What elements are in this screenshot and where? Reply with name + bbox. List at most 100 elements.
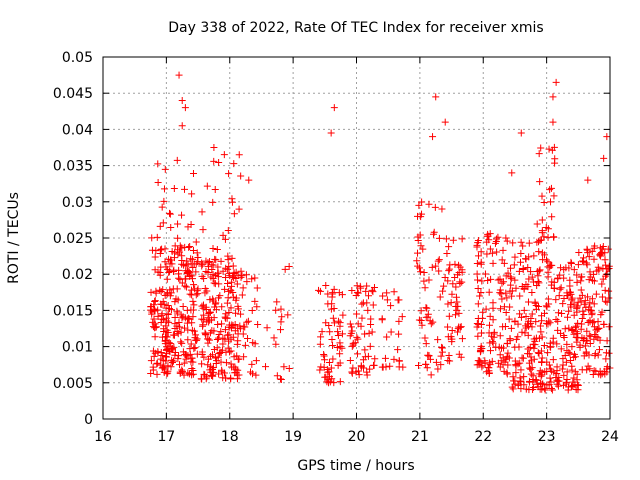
data-point [217, 257, 225, 265]
data-point [147, 306, 155, 314]
data-point [520, 284, 528, 292]
data-point [239, 284, 247, 292]
data-point [368, 328, 376, 336]
data-point [398, 313, 406, 321]
data-point [386, 362, 394, 370]
data-point [496, 332, 504, 340]
data-point [505, 315, 513, 323]
data-point [522, 322, 530, 330]
data-point [600, 321, 608, 329]
data-point [225, 309, 233, 317]
data-point [198, 208, 206, 216]
data-point [434, 257, 442, 265]
data-point [451, 260, 459, 268]
data-point [189, 275, 197, 283]
data-point [596, 346, 604, 354]
data-point [243, 318, 251, 326]
data-point [573, 303, 581, 311]
data-point [422, 340, 430, 348]
data-point [191, 344, 199, 352]
data-point [232, 296, 240, 304]
data-point [545, 381, 553, 389]
data-point [164, 310, 172, 318]
data-point [605, 265, 613, 273]
data-point [524, 298, 532, 306]
data-point [181, 324, 189, 332]
data-point [161, 292, 169, 300]
data-point [585, 306, 593, 314]
data-point [560, 274, 568, 282]
data-point [591, 352, 599, 360]
data-point [557, 345, 565, 353]
data-point [170, 266, 178, 274]
data-point [580, 310, 588, 318]
data-point [189, 313, 197, 321]
data-point [423, 364, 431, 372]
data-point [533, 220, 541, 228]
data-point [474, 276, 482, 284]
data-point [485, 367, 493, 375]
data-point [159, 219, 167, 227]
data-point [238, 291, 246, 299]
data-point [186, 290, 194, 298]
x-tick-label: 16 [94, 429, 112, 445]
data-point [530, 252, 538, 260]
data-point [563, 313, 571, 321]
data-point [570, 330, 578, 338]
data-point [458, 335, 466, 343]
data-point [549, 118, 557, 126]
data-point [550, 285, 558, 293]
data-point [588, 247, 596, 255]
data-points [147, 71, 614, 394]
data-point [532, 305, 540, 313]
data-point [452, 283, 460, 291]
data-point [210, 368, 218, 376]
x-tick-label: 19 [284, 429, 302, 445]
data-point [445, 312, 453, 320]
data-point [248, 360, 256, 368]
data-point [493, 248, 501, 256]
data-point [484, 232, 492, 240]
data-point [327, 364, 335, 372]
data-point [589, 270, 597, 278]
data-point [537, 328, 545, 336]
data-point [474, 252, 482, 260]
data-point [530, 278, 538, 286]
data-point [210, 144, 218, 151]
data-point [436, 293, 444, 301]
data-point [346, 332, 354, 340]
data-point [148, 310, 156, 318]
data-point [153, 360, 161, 368]
data-point [324, 368, 332, 376]
data-point [162, 357, 170, 365]
data-point [173, 156, 181, 164]
data-point [554, 309, 562, 317]
data-point [590, 323, 598, 331]
data-point [163, 349, 171, 357]
data-point [185, 268, 193, 276]
data-point [315, 286, 323, 294]
data-point [395, 357, 403, 365]
data-point [363, 282, 371, 290]
data-point [169, 285, 177, 293]
data-point [251, 297, 259, 305]
data-point [355, 371, 363, 379]
data-point [535, 150, 543, 158]
data-point [237, 172, 245, 180]
data-point [366, 342, 374, 350]
data-point [371, 355, 379, 363]
data-point [499, 246, 507, 254]
data-point [425, 200, 433, 208]
data-point [509, 373, 517, 381]
axis-ticks [102, 56, 611, 420]
data-point [200, 316, 208, 324]
data-point [346, 357, 354, 365]
data-point [549, 93, 557, 101]
data-point [151, 349, 159, 357]
data-point [449, 236, 457, 244]
data-point [370, 361, 378, 369]
data-point [248, 307, 256, 315]
data-point [605, 294, 613, 302]
data-point [182, 267, 190, 275]
data-point [537, 347, 545, 355]
